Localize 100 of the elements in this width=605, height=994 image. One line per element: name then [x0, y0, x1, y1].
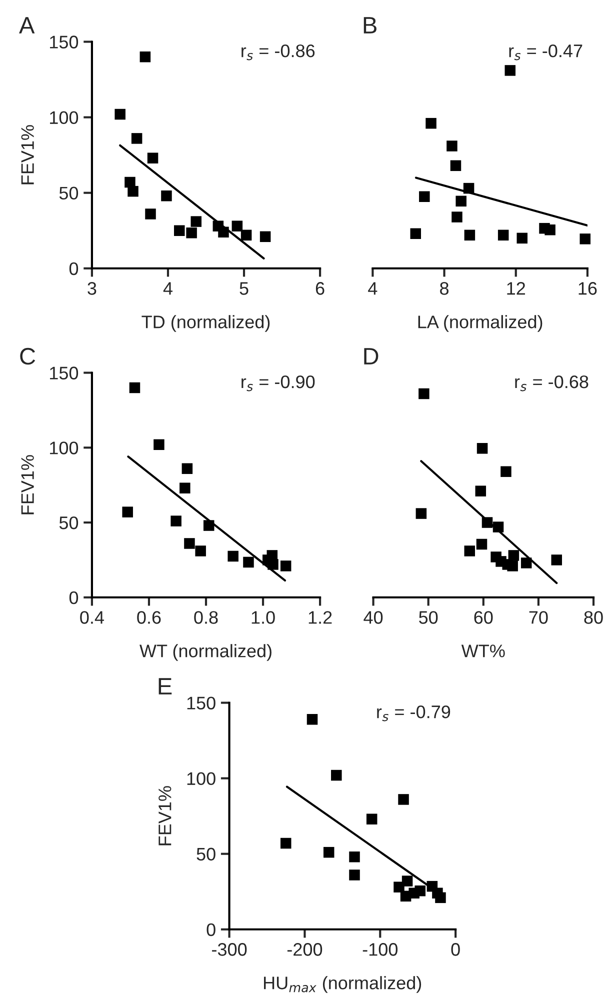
point [435, 892, 446, 904]
x-axis-title: TD (normalized) [142, 315, 270, 332]
point [232, 220, 243, 232]
point [508, 550, 520, 561]
y-tick-label: 150 [187, 696, 216, 710]
y-tick-label: 100 [187, 772, 216, 786]
x-tick-label: 0 [451, 943, 460, 956]
y-axis-title: FEV1% [21, 455, 34, 514]
point [551, 554, 562, 566]
point [492, 522, 504, 532]
x-axis-title: WT% [461, 644, 505, 658]
point [280, 560, 292, 572]
point [464, 230, 476, 241]
point [154, 439, 164, 450]
point [450, 160, 462, 172]
annotation: r$_{s}$ = -0.79 [377, 705, 450, 722]
point [140, 51, 151, 62]
point [516, 232, 528, 244]
chart-title: E [158, 678, 172, 694]
x-tick-label: 16 [578, 282, 597, 295]
point [131, 133, 142, 144]
point [394, 882, 404, 892]
y-tick-label: 100 [50, 111, 78, 124]
x-tick-label: -200 [287, 943, 322, 956]
point [504, 65, 516, 76]
point [243, 556, 254, 568]
chart-title: A [19, 17, 35, 34]
x-tick-label: -300 [212, 943, 247, 956]
x-tick-label: 8 [440, 282, 449, 295]
point [306, 714, 318, 725]
point [482, 517, 493, 528]
point [323, 846, 334, 858]
point [419, 191, 430, 202]
point [414, 885, 426, 896]
x-tick-label: 6 [316, 282, 324, 295]
x-tick-label: 0.8 [194, 611, 218, 624]
point [520, 558, 532, 568]
point [182, 463, 193, 474]
point [452, 212, 462, 222]
y-tick-label: 50 [196, 848, 216, 861]
point [456, 196, 466, 207]
point [268, 559, 278, 570]
point [218, 226, 229, 238]
point [349, 851, 360, 862]
point [147, 152, 158, 164]
point [145, 208, 156, 220]
y-tick-label: 0 [69, 262, 78, 276]
point [410, 228, 422, 240]
point [280, 838, 292, 849]
x-tick-label: 4 [163, 282, 172, 295]
x-tick-label: 0.4 [80, 611, 104, 624]
y-tick-label: 150 [50, 36, 78, 48]
point [416, 508, 427, 519]
y-tick-label: 0 [69, 591, 78, 604]
point [161, 190, 172, 202]
chart-title: D [364, 348, 378, 364]
point [476, 443, 488, 454]
point [180, 482, 190, 494]
y-tick-label: 100 [50, 442, 78, 454]
point [331, 770, 342, 781]
point [418, 388, 430, 400]
point [203, 520, 214, 531]
y-tick-label: 50 [59, 516, 78, 530]
point [186, 227, 197, 238]
point [464, 546, 476, 556]
point [446, 140, 458, 152]
x-tick-label: 50 [419, 611, 438, 624]
x-tick-label: 40 [364, 611, 383, 624]
annotation: r$_{s}$ = -0.86 [242, 44, 315, 60]
point [544, 224, 556, 236]
point [476, 538, 488, 550]
point [114, 108, 126, 120]
point [184, 538, 195, 549]
chart-title: B [364, 17, 376, 34]
point [190, 216, 202, 227]
x-tick-label: 80 [584, 611, 603, 624]
point [398, 794, 409, 805]
x-tick-label: 5 [240, 282, 248, 295]
y-tick-label: 50 [59, 186, 78, 200]
point [498, 230, 509, 241]
x-tick-label: 12 [507, 282, 525, 295]
point [174, 225, 185, 236]
annotation: r$_{s}$ = -0.47 [509, 44, 582, 60]
y-axis-title: FEV1% [158, 786, 172, 846]
point [500, 466, 512, 477]
x-tick-label: 0.6 [137, 611, 161, 624]
x-tick-label: 70 [529, 611, 548, 624]
point [260, 231, 271, 242]
point [122, 506, 133, 518]
x-axis-title: LA (normalized) [418, 315, 542, 332]
y-tick-label: 0 [206, 923, 216, 936]
point [349, 870, 360, 880]
point [507, 560, 518, 572]
point [426, 118, 436, 129]
point [366, 814, 378, 824]
point [463, 182, 474, 194]
x-axis-title: WT (normalized) [140, 644, 272, 661]
x-tick-label: 1.0 [252, 611, 275, 624]
point [240, 230, 252, 241]
y-axis-title: FEV1% [21, 125, 34, 184]
